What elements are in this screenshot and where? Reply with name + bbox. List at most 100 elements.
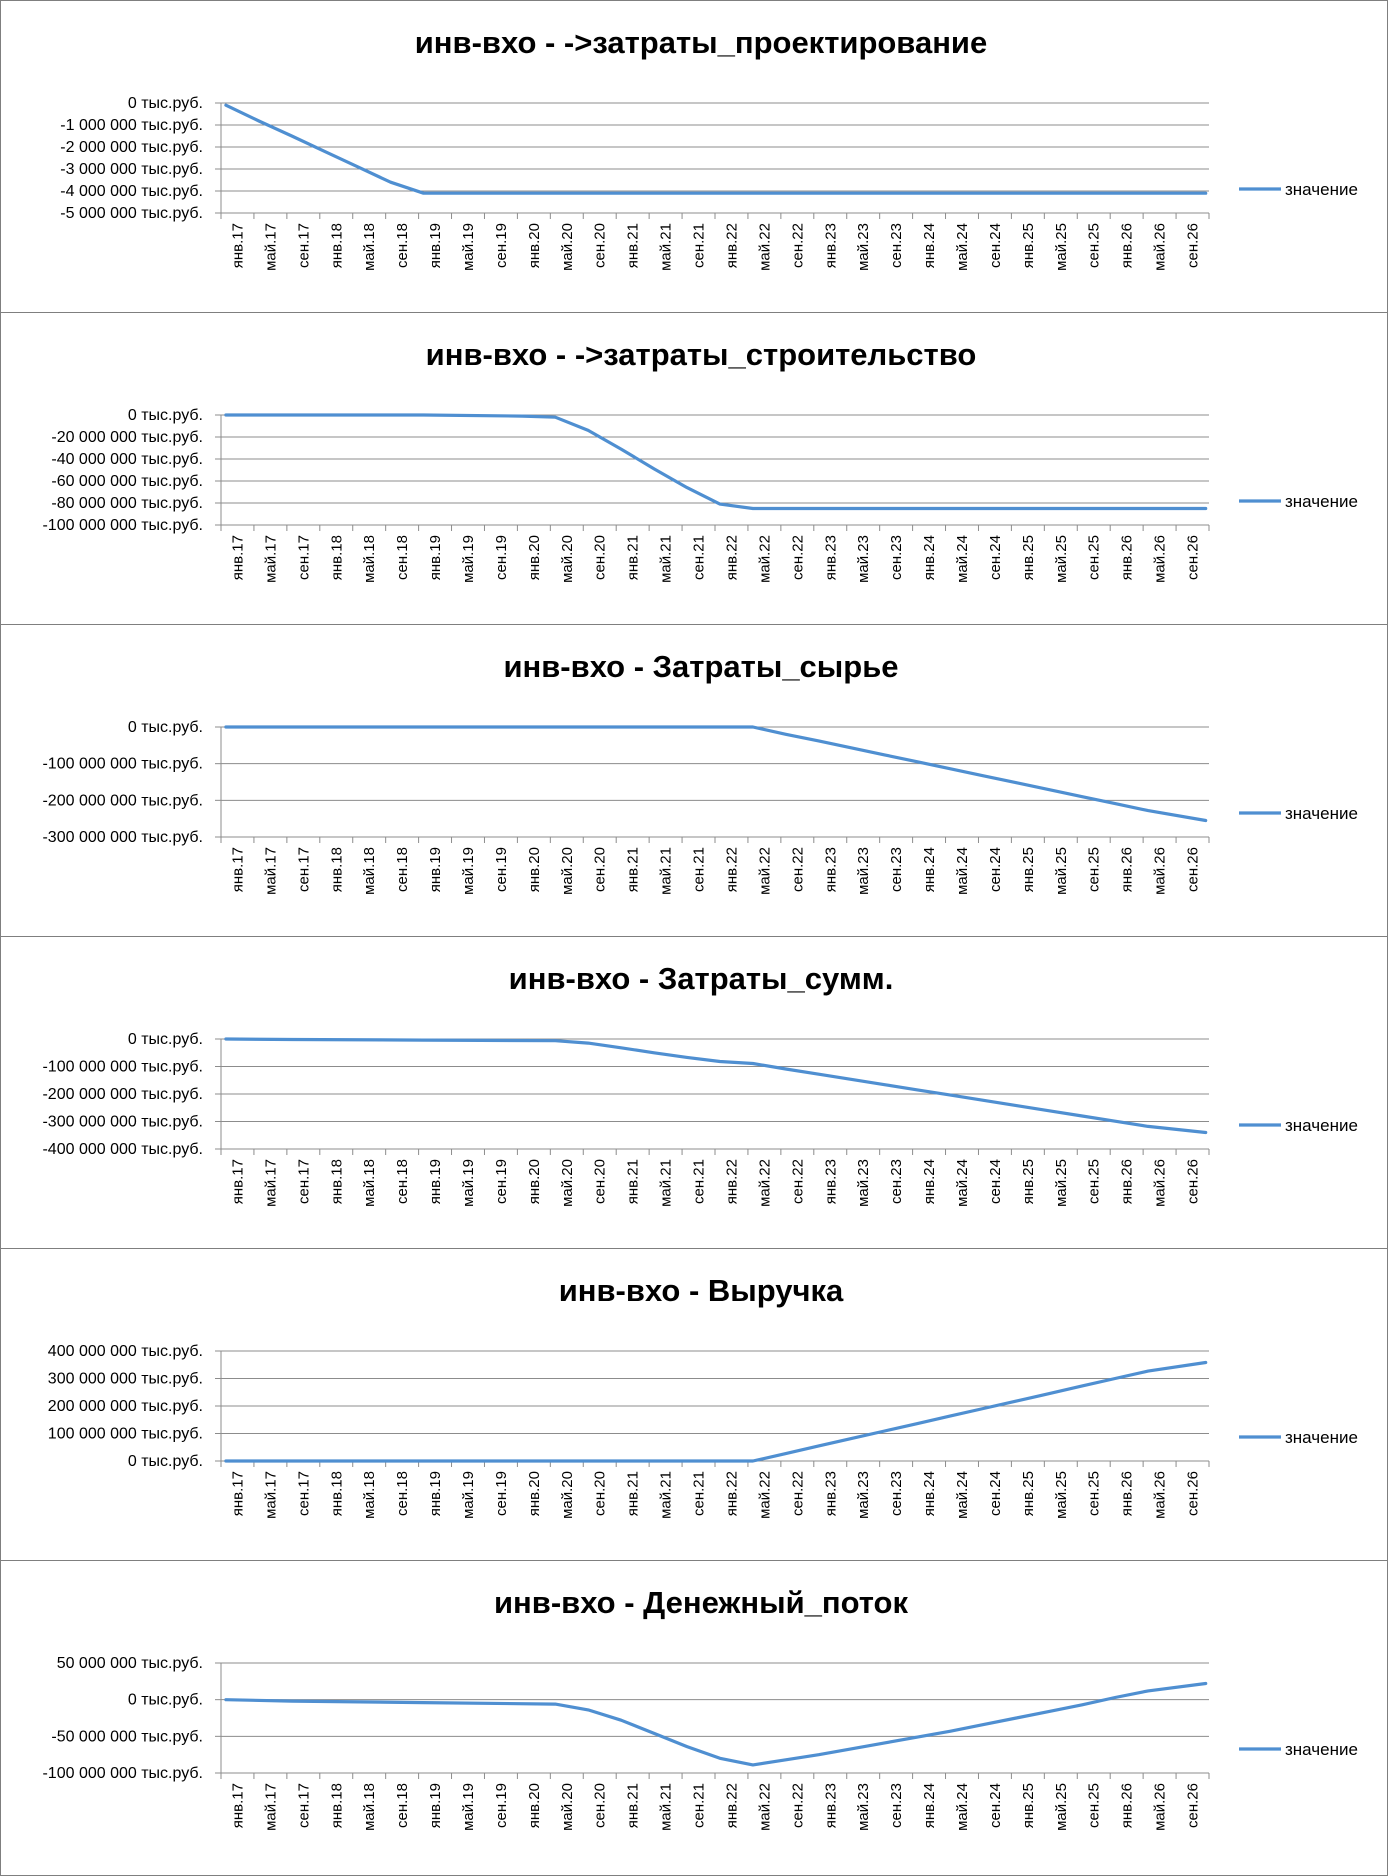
y-tick-label: 200 000 000 тыс.руб. <box>48 1398 203 1415</box>
x-tick-label: сен.20 <box>592 1471 609 1516</box>
x-tick-label: сен.22 <box>789 535 806 580</box>
x-tick-label: янв.24 <box>921 1471 938 1516</box>
x-tick-label: янв.20 <box>526 1471 543 1516</box>
legend-label: значение <box>1285 1428 1358 1447</box>
x-tick-label: сен.26 <box>1185 1471 1202 1516</box>
x-tick-label: май.23 <box>855 847 872 895</box>
chart-title: инв-вхо - Затраты_сырье <box>503 649 898 684</box>
x-tick-label: сен.22 <box>789 1159 806 1204</box>
x-tick-label: май.25 <box>1053 223 1070 271</box>
x-tick-label: сен.23 <box>888 847 905 892</box>
x-tick-label: янв.22 <box>723 1783 740 1828</box>
series-line <box>224 725 1208 823</box>
x-tick-label: май.17 <box>262 1471 279 1519</box>
x-tick-label: май.19 <box>460 223 477 271</box>
x-tick-label: май.17 <box>262 535 279 583</box>
y-tick-label: -100 000 000 тыс.руб. <box>42 756 203 773</box>
x-tick-label: сен.18 <box>394 1471 411 1516</box>
chart-svg: инв-вхо - ->затраты_проектирование 0 тыс.… <box>60 25 1358 271</box>
x-tick-label: май.25 <box>1053 1783 1070 1831</box>
x-tick-label: май.26 <box>1152 847 1169 895</box>
y-tick-label: -400 000 000 тыс.руб. <box>42 1141 203 1158</box>
x-tick-label: янв.22 <box>723 535 740 580</box>
y-tick-label: 100 000 000 тыс.руб. <box>48 1426 203 1443</box>
x-tick-label: янв.19 <box>427 1159 444 1204</box>
x-tick-label: сен.24 <box>987 535 1004 580</box>
x-tick-label: сен.25 <box>1086 1471 1103 1516</box>
x-tick-label: сен.25 <box>1086 847 1103 892</box>
y-tick-label: -100 000 000 тыс.руб. <box>42 1059 203 1076</box>
y-tick-label: 0 тыс.руб. <box>128 1453 203 1470</box>
x-tick-label: янв.17 <box>229 1471 246 1516</box>
x-tick-label: янв.26 <box>1119 223 1136 268</box>
x-tick-label: сен.21 <box>691 223 708 268</box>
series-line <box>224 413 1208 511</box>
y-tick-label: -80 000 000 тыс.руб. <box>51 495 203 512</box>
y-tick-label: 0 тыс.руб. <box>128 1031 203 1048</box>
x-tick-label: сен.17 <box>295 535 312 580</box>
chart-svg: инв-вхо - Затраты_сырье 0 тыс.руб. -100 00… <box>42 649 1357 895</box>
x-tick-label: сен.18 <box>394 223 411 268</box>
x-tick-label: сен.23 <box>888 223 905 268</box>
x-tick-label: янв.24 <box>921 535 938 580</box>
x-tick-label: май.19 <box>460 1159 477 1207</box>
x-tick-label: сен.21 <box>691 847 708 892</box>
x-tick-label: май.26 <box>1152 1159 1169 1207</box>
x-tick-label: сен.20 <box>592 1783 609 1828</box>
x-tick-label: сен.23 <box>888 535 905 580</box>
x-tick-label: май.22 <box>756 1783 773 1831</box>
x-tick-label: май.19 <box>460 1471 477 1519</box>
x-tick-label: янв.19 <box>427 847 444 892</box>
x-tick-label: янв.21 <box>625 1159 642 1204</box>
y-tick-label: -200 000 000 тыс.руб. <box>42 792 203 809</box>
x-tick-label: сен.26 <box>1185 535 1202 580</box>
chart-svg: инв-вхо - Денежный_поток 50 000 000 тыс.р… <box>42 1585 1357 1831</box>
x-tick-label: май.24 <box>954 847 971 895</box>
x-tick-label: янв.25 <box>1020 1783 1037 1828</box>
chart-title: инв-вхо - ->затраты_проектирование <box>415 25 987 60</box>
x-tick-label: сен.22 <box>789 223 806 268</box>
x-tick-label: май.24 <box>954 1471 971 1519</box>
x-tick-label: янв.17 <box>229 223 246 268</box>
x-tick-label: сен.20 <box>592 847 609 892</box>
x-tick-label: сен.25 <box>1086 223 1103 268</box>
x-tick-label: май.18 <box>361 223 378 271</box>
x-tick-label: сен.26 <box>1185 847 1202 892</box>
x-tick-label: янв.24 <box>921 1159 938 1204</box>
x-tick-label: май.22 <box>756 1471 773 1519</box>
x-tick-label: янв.17 <box>229 535 246 580</box>
x-tick-label: сен.24 <box>987 1471 1004 1516</box>
x-tick-label: янв.20 <box>526 1159 543 1204</box>
x-tick-label: янв.26 <box>1119 535 1136 580</box>
x-tick-label: янв.21 <box>625 1783 642 1828</box>
x-tick-label: май.17 <box>262 847 279 895</box>
x-tick-label: янв.23 <box>822 535 839 580</box>
y-tick-label: 0 тыс.руб. <box>128 407 203 424</box>
x-tick-label: май.17 <box>262 1783 279 1831</box>
chart-panel-2: инв-вхо - ->затраты_строительство 0 тыс.р… <box>0 312 1388 625</box>
x-tick-label: май.18 <box>361 1159 378 1207</box>
x-tick-label: май.24 <box>954 535 971 583</box>
y-tick-label: -20 000 000 тыс.руб. <box>51 429 203 446</box>
x-tick-label: янв.23 <box>822 847 839 892</box>
legend-label: значение <box>1285 180 1358 199</box>
x-tick-label: сен.21 <box>691 1471 708 1516</box>
x-tick-label: май.17 <box>262 1159 279 1207</box>
x-tick-label: сен.21 <box>691 1783 708 1828</box>
x-tick-label: май.23 <box>855 1159 872 1207</box>
x-tick-label: сен.17 <box>295 1471 312 1516</box>
series-line <box>224 1360 1208 1463</box>
x-tick-label: май.24 <box>954 1159 971 1207</box>
x-tick-label: сен.23 <box>888 1471 905 1516</box>
x-tick-label: май.19 <box>460 535 477 583</box>
x-tick-label: янв.18 <box>328 535 345 580</box>
x-tick-label: янв.22 <box>723 847 740 892</box>
x-tick-label: май.25 <box>1053 1471 1070 1519</box>
x-tick-label: янв.23 <box>822 1783 839 1828</box>
x-tick-label: май.19 <box>460 847 477 895</box>
x-tick-label: сен.17 <box>295 223 312 268</box>
y-tick-label: 300 000 000 тыс.руб. <box>48 1371 203 1388</box>
x-tick-label: май.18 <box>361 535 378 583</box>
x-tick-label: май.21 <box>658 847 675 895</box>
x-tick-label: янв.25 <box>1020 1159 1037 1204</box>
